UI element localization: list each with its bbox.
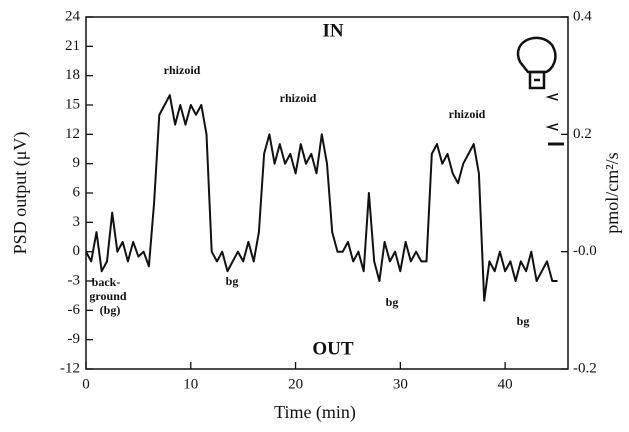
plot-frame bbox=[85, 16, 569, 370]
y2-tick-label: 0.2 bbox=[573, 126, 592, 142]
y-tick-label: 21 bbox=[65, 38, 80, 54]
annotation: rhizoid bbox=[164, 63, 201, 77]
y-tick-label: 0 bbox=[73, 243, 81, 259]
y2-tick-label: -0.2 bbox=[573, 360, 597, 376]
annotation: bg bbox=[386, 295, 399, 309]
annotation: IN bbox=[322, 20, 343, 41]
y-tick-label: 18 bbox=[65, 67, 80, 83]
y-tick-label: -9 bbox=[68, 331, 81, 347]
y-tick-label: 6 bbox=[73, 184, 81, 200]
y-tick-label: 24 bbox=[65, 8, 81, 24]
annotation: bg bbox=[226, 274, 239, 288]
annotation: rhizoid bbox=[280, 91, 317, 105]
y2-tick-label: -0.0 bbox=[573, 243, 597, 259]
cell-icon bbox=[516, 36, 564, 146]
y-tick-label: 15 bbox=[65, 96, 80, 112]
annotation: rhizoid bbox=[449, 107, 486, 121]
x-tick-label: 20 bbox=[288, 376, 303, 392]
y-tick-label: 9 bbox=[73, 155, 81, 171]
y-tick-label: -6 bbox=[68, 302, 81, 318]
y2-axis-label: pmol/cm²/s bbox=[602, 152, 622, 233]
annotation: OUT bbox=[312, 338, 354, 359]
x-tick-label: 30 bbox=[393, 376, 408, 392]
x-tick-label: 40 bbox=[498, 376, 513, 392]
y2-tick-label: 0.4 bbox=[573, 8, 592, 24]
y-axis-label: PSD output (μV) bbox=[10, 132, 31, 255]
y-tick-label: 3 bbox=[73, 214, 81, 230]
y-tick-label: -3 bbox=[68, 272, 81, 288]
x-tick-label: 10 bbox=[183, 376, 198, 392]
y-tick-label: 12 bbox=[65, 126, 80, 142]
y-tick-label: -12 bbox=[60, 360, 80, 376]
data-line bbox=[85, 94, 558, 302]
annotation: (bg) bbox=[100, 303, 121, 317]
annotation: ground bbox=[89, 289, 126, 303]
x-tick-label: 0 bbox=[82, 376, 90, 392]
annotation: bg bbox=[517, 314, 530, 328]
x-axis-label: Time (min) bbox=[274, 402, 356, 423]
annotation: back- bbox=[92, 275, 121, 289]
